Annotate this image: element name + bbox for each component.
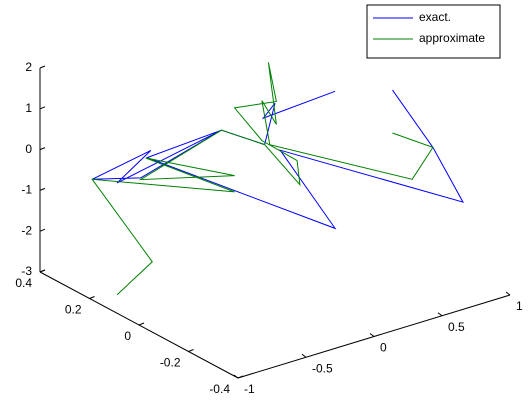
z-tick (39, 228, 46, 232)
series-line (91, 89, 465, 230)
z-tick-label: -3 (21, 264, 32, 278)
x-tick (233, 374, 239, 379)
y-tick (89, 296, 95, 299)
x-tick-label: -1 (244, 382, 255, 396)
y-tick (39, 269, 46, 273)
x-tick (301, 353, 307, 358)
x-tick (437, 312, 443, 317)
z-tick-label: -1 (21, 183, 32, 197)
x-tick (369, 333, 375, 337)
x-tick-label: 0.5 (448, 320, 465, 334)
x-tick-label: -0.5 (312, 361, 333, 375)
z-tick (39, 187, 46, 191)
x-tick-label: 0 (380, 341, 387, 355)
x-tick (505, 291, 511, 296)
y-tick (237, 375, 244, 379)
y-tick-label: -0.4 (209, 382, 230, 396)
legend-label: exact. (419, 10, 451, 24)
series-line (91, 62, 434, 296)
y-tick-label: 0.2 (65, 303, 82, 317)
legend-box (366, 4, 501, 59)
y-tick-label: -0.2 (160, 356, 181, 370)
z-tick-label: 0 (25, 142, 32, 156)
z-tick-label: -2 (21, 223, 32, 237)
x-tick-label: 1 (516, 299, 523, 313)
z-tick-label: 1 (25, 101, 32, 115)
legend-label: approximate (419, 31, 485, 45)
z-tick (39, 147, 46, 151)
z-tick (39, 65, 46, 69)
y-tick (138, 322, 145, 326)
y-tick (188, 349, 194, 352)
z-tick (39, 106, 46, 110)
y-tick-label: 0.4 (15, 276, 32, 290)
z-tick-label: 2 (25, 60, 32, 74)
y-tick-label: 0 (124, 329, 131, 343)
